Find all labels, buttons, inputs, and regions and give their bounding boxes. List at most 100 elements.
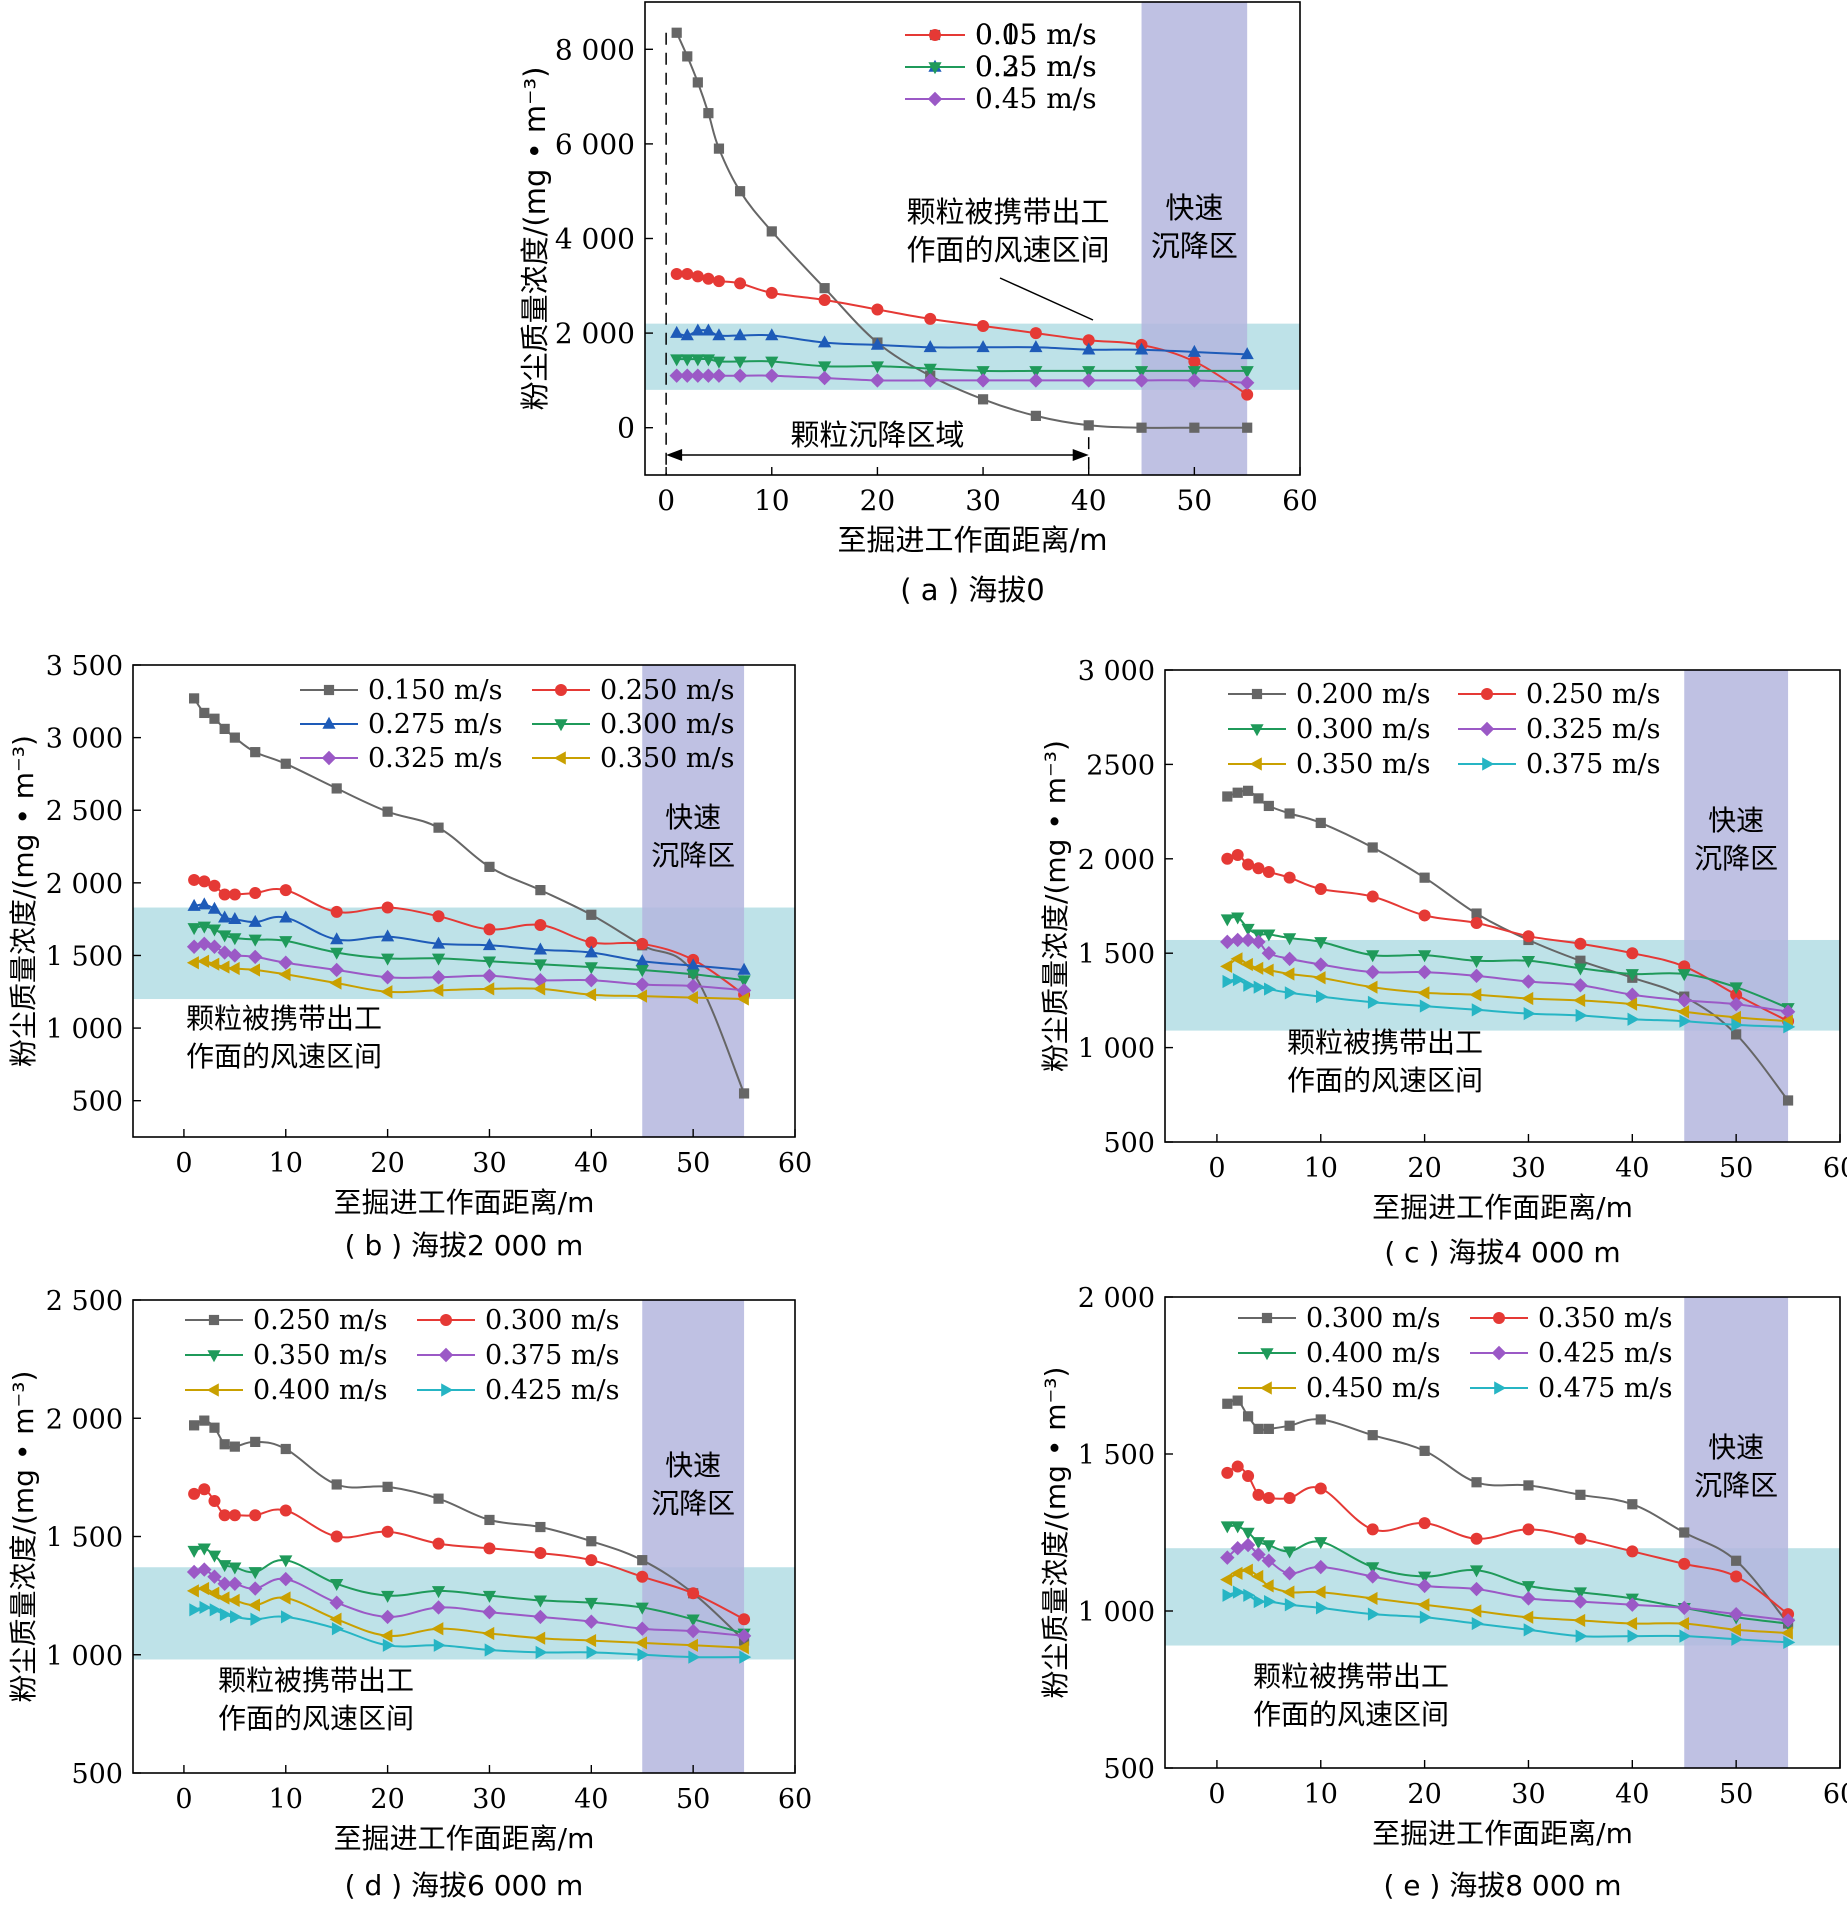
data-point xyxy=(737,962,751,975)
x-tick-label: 30 xyxy=(472,1784,506,1815)
data-point xyxy=(278,955,293,970)
data-point xyxy=(207,939,222,954)
x-tick-label: 10 xyxy=(754,484,790,517)
data-point xyxy=(1627,1629,1640,1643)
data-point xyxy=(189,1420,200,1431)
legend-entry: 0.35 m/s xyxy=(905,50,1097,83)
data-point xyxy=(1573,1587,1587,1600)
series-0.350 xyxy=(1220,952,1793,1028)
data-point xyxy=(433,1638,446,1652)
data-point xyxy=(482,938,497,951)
legend-label: 0.350 m/s xyxy=(1538,1303,1672,1334)
legend-label: 0.35 m/s xyxy=(975,50,1097,83)
series-line xyxy=(1227,915,1789,1009)
data-point xyxy=(680,368,695,383)
data-point xyxy=(585,936,598,949)
legend-label: 0.150 m/s xyxy=(368,675,502,706)
plot-frame xyxy=(132,664,796,1138)
data-point xyxy=(584,945,598,958)
data-point xyxy=(209,1422,220,1433)
data-point xyxy=(1230,1541,1245,1556)
data-point xyxy=(682,51,693,62)
data-point xyxy=(1283,1546,1297,1559)
x-tick-label: 40 xyxy=(1615,1153,1649,1184)
legend-entry: 0.15 m/s xyxy=(905,18,1097,51)
y-tick-label: 1 500 xyxy=(1078,1440,1155,1471)
data-point xyxy=(279,936,293,949)
data-point xyxy=(279,1504,292,1517)
data-point xyxy=(1365,1591,1378,1606)
data-point xyxy=(1677,969,1691,982)
data-point xyxy=(381,953,395,966)
x-tick-label: 10 xyxy=(1304,1779,1338,1810)
x-tick-label: 0 xyxy=(175,1784,192,1815)
plot-frame xyxy=(1164,1296,1841,1769)
legend-label: 0.25 m/s xyxy=(975,50,1097,83)
data-point xyxy=(870,361,885,374)
data-point xyxy=(1283,933,1297,946)
legend-marker xyxy=(1482,757,1495,771)
data-point xyxy=(977,394,989,405)
y-tick-label: 8 000 xyxy=(555,33,635,66)
data-point xyxy=(484,861,495,872)
data-point xyxy=(1677,1600,1692,1616)
y-tick-label: 1 000 xyxy=(1078,1034,1155,1065)
data-point xyxy=(1729,982,1743,995)
data-point xyxy=(637,1648,650,1662)
series-line xyxy=(676,329,1248,356)
series-line xyxy=(675,32,1248,429)
data-point xyxy=(1240,366,1254,379)
x-tick-label: 20 xyxy=(370,1784,404,1815)
x-tick-label: 60 xyxy=(1823,1779,1847,1810)
data-point xyxy=(1367,1607,1380,1621)
data-point xyxy=(1418,1571,1432,1584)
data-point xyxy=(433,822,444,833)
data-point xyxy=(431,983,444,997)
x-tick-label: 40 xyxy=(1615,1779,1649,1810)
data-point xyxy=(703,108,714,119)
data-point xyxy=(534,918,547,931)
data-point xyxy=(189,693,200,704)
data-point xyxy=(1222,1398,1233,1409)
data-point xyxy=(380,1629,393,1643)
data-point xyxy=(1679,1527,1690,1538)
data-point xyxy=(1523,1623,1536,1637)
legend-label: 0.325 m/s xyxy=(1526,714,1660,745)
data-point xyxy=(1220,934,1235,950)
data-point xyxy=(1731,1555,1742,1566)
series-0.35 xyxy=(670,354,1254,379)
y-tick-label: 1 000 xyxy=(1078,1597,1155,1628)
y-tick-label: 500 xyxy=(71,1087,123,1118)
legend-label: 0.450 m/s xyxy=(1306,1373,1440,1404)
rapid-zone-label: 沉降区 xyxy=(1694,1469,1778,1502)
series-0.05 xyxy=(671,27,1253,433)
data-point xyxy=(533,942,547,955)
data-point xyxy=(533,1631,546,1645)
legend-label: 0.425 m/s xyxy=(1538,1338,1672,1369)
data-point xyxy=(1419,1610,1432,1624)
y-tick-label: 1 500 xyxy=(1078,939,1155,970)
data-point xyxy=(1780,1626,1793,1640)
data-point xyxy=(734,186,746,197)
chart-panel-d: 0 10 20 30 40 50 60 500 1 000 1 500 2 000 2 500 至掘进工… xyxy=(7,1286,812,1902)
data-point xyxy=(330,1530,343,1543)
data-point xyxy=(217,1591,230,1605)
data-point xyxy=(431,970,446,985)
data-point xyxy=(207,901,222,914)
series-0.300 xyxy=(1222,1395,1794,1629)
data-point xyxy=(533,1609,548,1625)
legend-label: 0.250 m/s xyxy=(1526,679,1660,710)
data-point xyxy=(635,989,648,1003)
y-tick-label: 2 000 xyxy=(555,317,635,350)
series-line xyxy=(193,960,745,1000)
data-point xyxy=(635,1621,650,1636)
legend-label: 0.300 m/s xyxy=(485,1305,619,1336)
series-line xyxy=(1226,1569,1789,1634)
y-tick-label: 2 500 xyxy=(46,1286,123,1317)
series-0.150 xyxy=(189,693,750,1099)
data-point xyxy=(1314,937,1328,950)
series-0.375 xyxy=(186,1562,752,1644)
band-label: 颗粒被携带出工 xyxy=(906,195,1109,229)
x-tick-label: 60 xyxy=(778,1784,812,1815)
series-0.375 xyxy=(1222,973,1796,1034)
